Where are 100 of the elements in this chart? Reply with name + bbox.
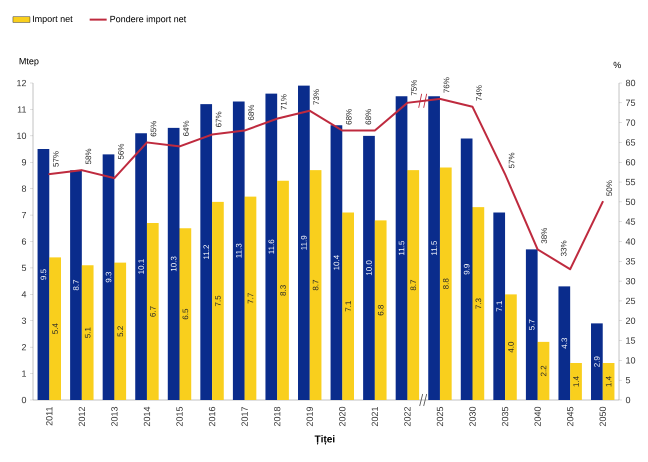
- data-label: 11.9: [301, 236, 307, 250]
- y2-tick-label: 50: [626, 198, 636, 206]
- data-label: 10.1: [138, 259, 144, 274]
- x-tick-label: 2017: [241, 406, 248, 426]
- bar: [602, 363, 614, 400]
- bar: [114, 262, 126, 400]
- data-label: 8.7: [73, 280, 79, 290]
- data-label: 58%: [86, 148, 92, 164]
- y-tick-label: 6: [22, 238, 26, 245]
- data-label: 38%: [541, 228, 547, 244]
- data-label: 7.1: [345, 301, 351, 312]
- bar: [200, 104, 212, 400]
- data-label: 11.5: [398, 240, 404, 255]
- bar: [146, 223, 159, 400]
- data-label: 10.3: [170, 256, 176, 272]
- data-label: 9.9: [464, 264, 470, 274]
- x-tick-label: 2013: [111, 406, 118, 426]
- data-label: 67%: [216, 112, 222, 127]
- bar: [277, 180, 289, 400]
- y2-tick-label: 60: [626, 159, 636, 166]
- data-label: 5.2: [117, 326, 124, 337]
- bar: [168, 128, 180, 400]
- y2-tick-label: 80: [626, 80, 636, 86]
- y2-tick-label: 45: [626, 218, 636, 225]
- data-label: 8.8: [442, 278, 449, 289]
- y2-tick-label: 65: [626, 139, 636, 146]
- bar: [374, 220, 387, 400]
- y-tick-label: 8: [22, 185, 26, 192]
- data-label: 71%: [280, 94, 286, 110]
- data-label: 6.7: [150, 306, 156, 317]
- bar: [538, 342, 550, 400]
- x-tick-label: 2022: [404, 406, 411, 426]
- y2-tick-label: 40: [626, 238, 636, 245]
- y2-tick-label: 25: [626, 298, 636, 304]
- data-label: 74%: [476, 85, 482, 101]
- bar: [232, 101, 245, 400]
- y2-tick-label: 30: [626, 278, 636, 284]
- y-tick-label: 7: [22, 212, 26, 218]
- data-label: 57%: [508, 152, 514, 168]
- y-tick-label: 0: [22, 396, 26, 404]
- data-label: 1.4: [573, 376, 579, 386]
- bar: [342, 212, 354, 400]
- data-label: 11.3: [236, 244, 242, 258]
- data-label: 11.6: [268, 240, 274, 254]
- data-label: 11.2: [203, 244, 209, 259]
- data-label: 73%: [313, 89, 320, 105]
- x-tick-label: 2016: [208, 406, 216, 426]
- data-label: 65%: [150, 121, 156, 136]
- y-tick-label: 12: [17, 80, 26, 86]
- bar: [428, 96, 440, 400]
- legend-label: Pondere import net: [110, 16, 186, 24]
- bar: [135, 133, 147, 400]
- x-tick-label: 2018: [274, 406, 280, 426]
- data-label: 76%: [444, 77, 450, 93]
- y2-tick-label: 10: [626, 357, 636, 364]
- data-label: 8.3: [280, 285, 286, 296]
- bar: [407, 170, 420, 400]
- y2-tick-label: 75: [626, 100, 636, 106]
- y2-tick-label: 35: [626, 258, 636, 264]
- bar: [212, 202, 224, 400]
- data-label: 50%: [606, 180, 612, 196]
- data-label: 5.7: [528, 320, 535, 330]
- bar: [330, 125, 342, 400]
- data-label: 10.0: [366, 260, 372, 276]
- y-tick-label: 10: [17, 132, 26, 140]
- bar: [591, 323, 603, 400]
- x-tick-label: 2025: [436, 406, 444, 426]
- data-label: 4.0: [508, 342, 514, 353]
- bar: [363, 136, 375, 400]
- data-label: 4.3: [561, 338, 568, 349]
- data-label: 56%: [118, 144, 124, 160]
- data-label: 8.7: [410, 280, 416, 290]
- bar: [505, 294, 517, 400]
- data-label: 64%: [183, 120, 189, 136]
- bar: [70, 170, 82, 400]
- bar: [440, 168, 452, 400]
- data-label: 5.4: [52, 323, 58, 334]
- y2-tick-label: 5: [626, 377, 630, 384]
- x-tick-label: 2019: [306, 406, 313, 426]
- data-label: 7.5: [215, 296, 221, 306]
- legend-label: Import net: [32, 16, 73, 24]
- x-tick-label: 2035: [502, 406, 508, 426]
- y-tick-label: 4: [22, 291, 26, 298]
- data-label: 7.7: [248, 293, 254, 304]
- bar: [460, 138, 473, 400]
- y2-tick-label: 15: [626, 337, 636, 344]
- bar: [526, 249, 538, 400]
- y-tick-label: 11: [18, 106, 26, 113]
- data-label: 10.4: [334, 255, 340, 270]
- bar: [558, 286, 570, 400]
- y2-tick-label: 20: [626, 318, 636, 324]
- bar: [570, 363, 582, 400]
- bar: [102, 154, 114, 400]
- y-tick-label: 2: [22, 344, 26, 350]
- x-tick-label: 2011: [46, 406, 52, 426]
- data-label: 1.4: [606, 376, 612, 386]
- data-label: 57%: [52, 151, 59, 167]
- x-tick-label: 2040: [534, 406, 541, 426]
- x-tick-label: 2014: [144, 406, 150, 426]
- bar: [396, 96, 408, 400]
